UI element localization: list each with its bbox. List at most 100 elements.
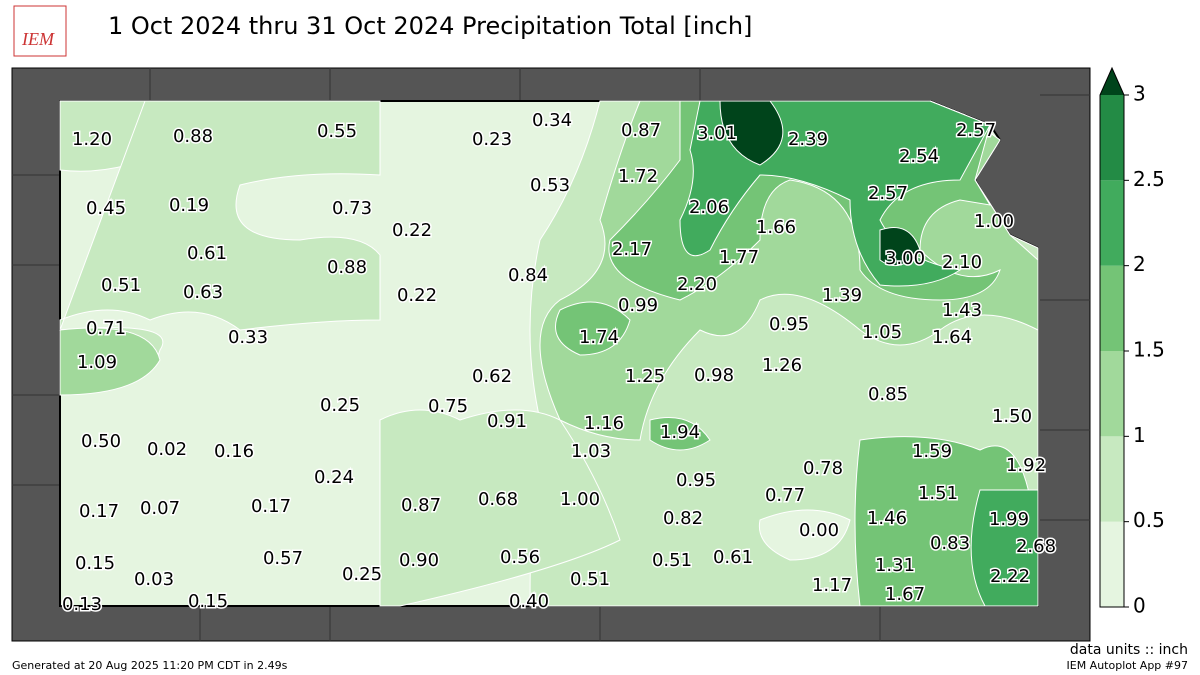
station-value: 0.51 bbox=[570, 569, 610, 590]
station-value: 1.67 bbox=[885, 584, 925, 605]
app-note: IEM Autoplot App #97 bbox=[1067, 659, 1189, 672]
station-value: 0.24 bbox=[314, 467, 354, 488]
colorbar-band bbox=[1100, 351, 1124, 437]
station-value: 0.02 bbox=[147, 439, 187, 460]
station-value: 0.88 bbox=[173, 126, 213, 147]
station-value: 1.17 bbox=[812, 575, 852, 596]
station-value: 0.55 bbox=[317, 121, 357, 142]
station-value: 1.09 bbox=[77, 352, 117, 373]
station-value: 0.90 bbox=[399, 550, 439, 571]
station-value: 0.16 bbox=[214, 441, 254, 462]
station-value: 0.83 bbox=[930, 533, 970, 554]
station-value: 1.51 bbox=[918, 483, 958, 504]
station-value: 0.56 bbox=[500, 547, 540, 568]
station-value: 0.63 bbox=[183, 282, 223, 303]
station-value: 0.25 bbox=[342, 564, 382, 585]
station-value: 0.53 bbox=[530, 175, 570, 196]
units-note: data units :: inch bbox=[1070, 642, 1188, 658]
station-value: 2.57 bbox=[868, 183, 908, 204]
station-value: 0.62 bbox=[472, 366, 512, 387]
contours bbox=[59, 100, 1039, 607]
colorbar-band bbox=[1100, 436, 1124, 522]
station-value: 2.20 bbox=[677, 274, 717, 295]
station-value: 0.98 bbox=[694, 365, 734, 386]
station-value: 0.88 bbox=[327, 257, 367, 278]
station-value: 1.77 bbox=[719, 247, 759, 268]
station-value: 1.74 bbox=[579, 327, 619, 348]
station-value: 1.20 bbox=[72, 129, 112, 150]
colorbar-tick-label: 3 bbox=[1133, 82, 1146, 106]
station-value: 1.99 bbox=[989, 509, 1029, 530]
station-value: 0.51 bbox=[652, 550, 692, 571]
station-value: 3.00 bbox=[885, 248, 925, 269]
station-value: 0.34 bbox=[532, 110, 572, 131]
station-value: 0.03 bbox=[134, 569, 174, 590]
station-value: 0.00 bbox=[799, 520, 839, 541]
colorbar-band bbox=[1100, 521, 1124, 607]
station-value: 1.50 bbox=[992, 406, 1032, 427]
colorbar-tick-label: 0 bbox=[1133, 594, 1146, 618]
station-value: 0.82 bbox=[663, 508, 703, 529]
station-value: 0.95 bbox=[676, 470, 716, 491]
station-value: 0.85 bbox=[868, 384, 908, 405]
station-value: 2.22 bbox=[990, 566, 1030, 587]
station-value: 0.40 bbox=[509, 591, 549, 612]
colorbar-band bbox=[1100, 265, 1124, 351]
station-value: 1.66 bbox=[756, 217, 796, 238]
station-value: 2.06 bbox=[689, 197, 729, 218]
station-value: 1.00 bbox=[974, 211, 1014, 232]
station-value: 1.94 bbox=[660, 422, 700, 443]
station-value: 0.71 bbox=[86, 318, 126, 339]
station-value: 0.13 bbox=[62, 594, 102, 615]
station-value: 2.17 bbox=[612, 239, 652, 260]
station-value: 1.31 bbox=[875, 555, 915, 576]
station-value: 1.64 bbox=[932, 327, 972, 348]
station-value: 0.84 bbox=[508, 265, 548, 286]
station-value: 0.15 bbox=[188, 591, 228, 612]
colorbar-tick-label: 2 bbox=[1133, 252, 1146, 276]
station-value: 0.61 bbox=[187, 243, 227, 264]
colorbar: 0 0.5 1 1.5 2 2.5 3 bbox=[1099, 66, 1165, 618]
station-value: 0.91 bbox=[487, 411, 527, 432]
generated-note: Generated at 20 Aug 2025 11:20 PM CDT in… bbox=[12, 659, 288, 672]
station-value: 0.77 bbox=[765, 485, 805, 506]
station-value: 1.46 bbox=[867, 508, 907, 529]
station-value: 2.10 bbox=[942, 252, 982, 273]
station-value: 0.33 bbox=[228, 327, 268, 348]
station-labels: 1.20 0.88 0.55 0.23 0.34 0.87 3.01 2.39 2.57 2.54… bbox=[60, 109, 1057, 617]
station-value: 0.95 bbox=[769, 314, 809, 335]
station-value: 1.59 bbox=[912, 441, 952, 462]
station-value: 0.19 bbox=[169, 195, 209, 216]
station-value: 0.78 bbox=[803, 458, 843, 479]
station-value: 2.68 bbox=[1016, 536, 1056, 557]
station-value: 0.61 bbox=[713, 547, 753, 568]
station-value: 0.25 bbox=[320, 395, 360, 416]
colorbar-band bbox=[1100, 95, 1124, 181]
station-value: 1.43 bbox=[942, 300, 982, 321]
neighbor-borders bbox=[12, 68, 1090, 641]
station-value: 0.57 bbox=[263, 548, 303, 569]
station-value: 0.75 bbox=[428, 396, 468, 417]
station-value: 0.87 bbox=[401, 495, 441, 516]
map-title: 1 Oct 2024 thru 31 Oct 2024 Precipitatio… bbox=[108, 12, 752, 40]
colorbar-outline bbox=[1099, 66, 1125, 608]
colorbar-band bbox=[1100, 180, 1124, 266]
station-value: 0.51 bbox=[101, 275, 141, 296]
station-value: 2.57 bbox=[956, 120, 996, 141]
station-value: 1.05 bbox=[862, 322, 902, 343]
station-value: 0.23 bbox=[472, 129, 512, 150]
station-value: 0.45 bbox=[86, 198, 126, 219]
station-value: 0.22 bbox=[397, 285, 437, 306]
station-value: 0.50 bbox=[81, 431, 121, 452]
colorbar-tick-label: 1 bbox=[1133, 423, 1146, 447]
station-value: 1.39 bbox=[822, 285, 862, 306]
station-value: 0.07 bbox=[140, 498, 180, 519]
station-value: 1.03 bbox=[571, 441, 611, 462]
station-value: 2.54 bbox=[899, 146, 939, 167]
logo: IEM bbox=[21, 29, 55, 49]
station-value: 1.25 bbox=[625, 366, 665, 387]
station-value: 1.92 bbox=[1006, 455, 1046, 476]
station-value: 2.39 bbox=[788, 129, 828, 150]
colorbar-extend bbox=[1100, 68, 1124, 95]
